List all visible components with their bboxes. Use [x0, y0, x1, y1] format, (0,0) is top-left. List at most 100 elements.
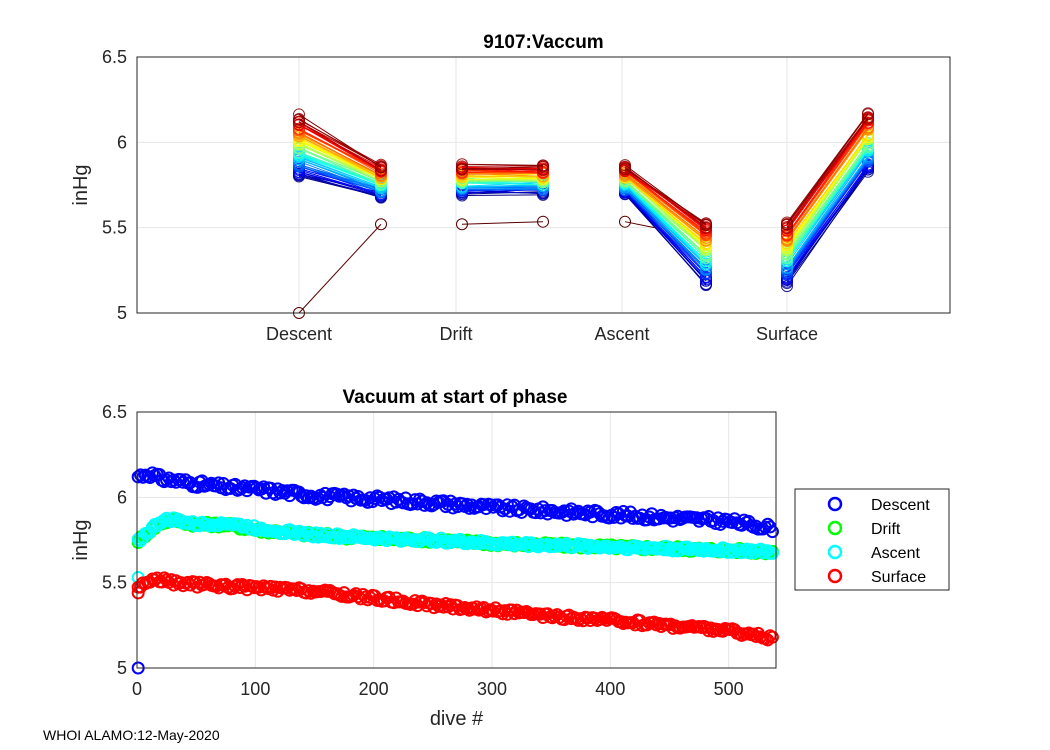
- profile-segment: [298, 161, 382, 193]
- outlier-marker: [537, 215, 549, 228]
- profile-marker: [700, 219, 712, 232]
- bottom-ytick-label: 6: [117, 487, 127, 507]
- dive-marker-surface: [197, 577, 211, 591]
- profile-segment: [461, 176, 544, 180]
- profile-segment: [624, 177, 707, 244]
- profile-segment: [786, 128, 869, 241]
- profile-segment: [786, 155, 869, 268]
- profile-segment: [298, 121, 382, 172]
- top-ytick-label: 6.5: [102, 47, 127, 67]
- profile-segment: [298, 154, 382, 186]
- profile-marker: [456, 162, 468, 175]
- top-ytick-label: 5.5: [102, 218, 127, 238]
- dive-marker-descent: [765, 525, 779, 539]
- profile-segment: [624, 193, 707, 285]
- profile-marker: [700, 222, 712, 235]
- dive-marker-surface: [358, 590, 372, 604]
- profile-marker: [293, 112, 305, 125]
- dive-marker-descent: [484, 498, 498, 512]
- profile-segment: [786, 122, 869, 236]
- bottom-xtick-label: 500: [714, 679, 744, 699]
- profile-segment: [461, 191, 544, 194]
- dive-marker-descent: [297, 491, 311, 505]
- legend-label-surface: Surface: [871, 569, 926, 586]
- profile-segment: [624, 174, 707, 239]
- profile-segment: [624, 166, 707, 229]
- profile-marker: [456, 158, 468, 171]
- outlier-marker: [619, 215, 631, 228]
- top-profile-lines: [293, 107, 874, 293]
- profile-segment: [624, 168, 707, 224]
- profile-segment: [461, 194, 544, 197]
- dive-marker-ascent: [765, 546, 779, 560]
- profile-segment: [461, 182, 544, 186]
- dive-marker-ascent: [690, 542, 704, 556]
- dive-marker-descent: [418, 498, 432, 512]
- profile-segment: [461, 166, 544, 170]
- outlier-segment: [461, 221, 544, 225]
- dive-marker-surface: [460, 602, 474, 616]
- legend-marker-surface: [827, 568, 843, 584]
- bottom-xtick-label: 200: [359, 679, 389, 699]
- profile-segment: [461, 163, 544, 166]
- top-xtick-label: Drift: [440, 324, 473, 344]
- profile-segment: [298, 158, 382, 189]
- profile-marker: [862, 108, 874, 121]
- series-ascent-markers: [131, 511, 779, 585]
- profile-marker: [293, 108, 305, 121]
- profile-segment: [786, 171, 869, 284]
- bottom-xlabel: dive #: [430, 708, 484, 730]
- profile-segment: [786, 167, 869, 279]
- top-chart-title: 9107:Vaccum: [483, 32, 603, 53]
- legend-marker-drift: [827, 520, 843, 536]
- profile-segment: [624, 170, 707, 226]
- bottom-ytick-label: 5.5: [102, 573, 127, 593]
- profile-segment: [298, 114, 382, 168]
- bottom-xtick-label: 0: [132, 679, 142, 699]
- profile-segment: [298, 174, 382, 197]
- legend-marker-descent: [827, 496, 843, 512]
- profile-segment: [461, 181, 544, 187]
- profile-segment: [298, 148, 382, 185]
- profile-marker: [781, 222, 793, 235]
- profile-segment: [786, 124, 869, 237]
- profile-segment: [624, 183, 707, 264]
- profile-segment: [786, 129, 869, 242]
- profile-segment: [786, 165, 869, 275]
- dive-marker-surface: [765, 630, 779, 644]
- footer-credit: WHOI ALAMO:12-May-2020: [43, 727, 220, 743]
- profile-segment: [624, 184, 707, 266]
- profile-segment: [786, 143, 869, 255]
- profile-segment: [624, 189, 707, 271]
- series-descent-markers: [131, 466, 779, 675]
- dive-marker-surface: [749, 629, 763, 643]
- profile-marker: [781, 224, 793, 237]
- profile-segment: [461, 165, 544, 167]
- profile-segment: [298, 171, 382, 195]
- legend-label-ascent: Ascent: [871, 545, 920, 562]
- profile-segment: [786, 113, 869, 225]
- profile-segment: [298, 137, 382, 180]
- bottom-ytick-label: 5: [117, 658, 127, 678]
- profile-segment: [624, 190, 707, 278]
- series-surface-markers: [131, 571, 779, 647]
- profile-segment: [298, 171, 382, 196]
- profile-marker: [781, 218, 793, 231]
- bottom-xtick-label: 100: [240, 679, 270, 699]
- profile-segment: [298, 143, 382, 180]
- profile-marker: [537, 163, 549, 176]
- profile-marker: [456, 166, 468, 179]
- dive-marker-ascent: [744, 543, 758, 557]
- profile-segment: [298, 155, 382, 188]
- profile-segment: [786, 112, 869, 223]
- legend-marker-ascent: [827, 544, 843, 560]
- dive-marker-surface: [593, 612, 607, 626]
- profile-segment: [786, 127, 869, 240]
- profile-marker: [700, 271, 712, 284]
- profile-segment: [298, 132, 382, 176]
- profile-segment: [786, 117, 869, 229]
- profile-segment: [786, 136, 869, 246]
- profile-segment: [624, 190, 707, 275]
- profile-marker: [537, 159, 549, 172]
